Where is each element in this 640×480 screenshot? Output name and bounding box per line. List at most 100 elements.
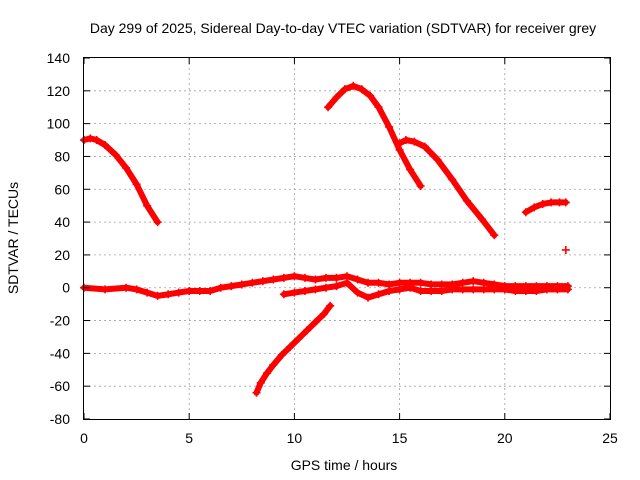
data-point-marker xyxy=(300,287,309,296)
data-point-marker xyxy=(101,140,110,149)
series-trace xyxy=(325,82,424,189)
data-point-marker xyxy=(458,285,467,294)
data-point-marker xyxy=(237,280,246,289)
y-tick-label: -40 xyxy=(50,345,70,361)
y-tick-label: 100 xyxy=(47,116,71,132)
data-point-marker xyxy=(86,134,95,143)
data-point-marker xyxy=(256,378,265,387)
series-arc-4 xyxy=(521,198,570,217)
data-point-marker xyxy=(349,81,358,90)
data-point-marker xyxy=(563,285,572,294)
data-point-marker xyxy=(326,301,335,310)
data-point-marker xyxy=(353,275,362,284)
data-point-marker xyxy=(416,181,425,190)
y-tick-label: 120 xyxy=(47,83,71,99)
data-point-marker xyxy=(433,155,442,164)
axis-ticks xyxy=(83,57,611,420)
data-point-marker xyxy=(532,287,541,296)
y-tick-label: -20 xyxy=(50,313,70,329)
data-point-marker xyxy=(279,290,288,299)
data-point-marker xyxy=(294,334,303,343)
data-point-marker xyxy=(374,290,383,299)
data-point-marker xyxy=(303,326,312,335)
grid xyxy=(84,58,610,419)
data-point-marker xyxy=(366,91,375,100)
data-point-marker xyxy=(538,200,547,209)
y-tick-label: 80 xyxy=(54,148,70,164)
data-point-marker xyxy=(479,285,488,294)
data-point-marker xyxy=(286,342,295,351)
y-tick-label: 20 xyxy=(54,247,70,263)
series-band-2 xyxy=(279,278,572,302)
data-point-marker xyxy=(542,285,551,294)
y-tick-label: 0 xyxy=(62,280,70,296)
data-point-marker xyxy=(416,278,425,287)
data-point-marker xyxy=(185,287,194,296)
data-point-marker xyxy=(269,275,278,284)
data-point-marker xyxy=(385,287,394,296)
x-tick-labels: 0 5 10 15 20 25 xyxy=(80,430,618,446)
data-point-marker xyxy=(395,285,404,294)
data-point-marker xyxy=(153,218,162,227)
y-axis-title: SDTVAR / TECUs xyxy=(5,182,21,294)
data-point-marker xyxy=(462,196,471,205)
data-point-marker xyxy=(277,351,286,360)
data-point-marker xyxy=(258,277,267,286)
data-point-marker xyxy=(206,287,215,296)
data-point-marker xyxy=(410,137,419,146)
series-band-1 xyxy=(80,272,572,300)
data-point-marker xyxy=(553,285,562,294)
data-point-marker xyxy=(340,85,349,94)
data-point-marker xyxy=(321,273,330,282)
data-point-marker xyxy=(195,287,204,296)
series-arc-2 xyxy=(324,81,425,190)
data-point-marker xyxy=(92,136,101,145)
plot-frame xyxy=(83,57,611,420)
data-point-marker xyxy=(290,288,299,297)
x-tick-label: 25 xyxy=(602,430,618,446)
data-point-marker xyxy=(406,165,415,174)
x-tick-label: 10 xyxy=(287,430,303,446)
data-point-marker xyxy=(227,282,236,291)
data-point-marker xyxy=(427,287,436,296)
data-point-marker xyxy=(353,288,362,297)
data-point-marker xyxy=(420,142,429,151)
data-point-marker xyxy=(263,369,272,378)
data-point-marker xyxy=(500,285,509,294)
data-point-marker xyxy=(132,285,141,294)
series-trace xyxy=(253,302,334,396)
x-tick-label: 5 xyxy=(185,430,193,446)
series-arc-3 xyxy=(395,136,499,240)
data-point-marker xyxy=(561,245,570,254)
data-point-marker xyxy=(300,273,309,282)
data-point-marker xyxy=(174,288,183,297)
data-point-marker xyxy=(364,278,373,287)
data-point-marker xyxy=(437,287,446,296)
data-point-marker xyxy=(101,285,110,294)
data-point-marker xyxy=(122,283,131,292)
data-point-marker xyxy=(406,283,415,292)
data-point-marker xyxy=(385,122,394,131)
data-point-marker xyxy=(374,278,383,287)
data-point-marker xyxy=(490,285,499,294)
series-arc-1 xyxy=(80,134,162,227)
y-tick-label: -60 xyxy=(50,378,70,394)
data-point-marker xyxy=(547,198,556,207)
data-point-marker xyxy=(343,278,351,287)
data-point-marker xyxy=(324,103,333,112)
data-point-marker xyxy=(469,285,478,294)
data-point-marker xyxy=(248,278,257,287)
data-point-marker xyxy=(521,287,530,296)
y-tick-labels: -80 -60 -40 -20 0 20 40 60 80 100 120 140 xyxy=(47,50,71,427)
data-point-marker xyxy=(332,93,341,102)
data-point-marker xyxy=(311,285,320,294)
data-point-marker xyxy=(332,273,341,282)
data-point-marker xyxy=(395,139,404,148)
data-point-marker xyxy=(321,283,330,292)
data-point-marker xyxy=(269,360,278,369)
data-point-marker xyxy=(490,231,499,240)
x-tick-label: 20 xyxy=(497,430,513,446)
data-point-marker xyxy=(374,103,383,112)
data-point-marker xyxy=(153,291,162,300)
